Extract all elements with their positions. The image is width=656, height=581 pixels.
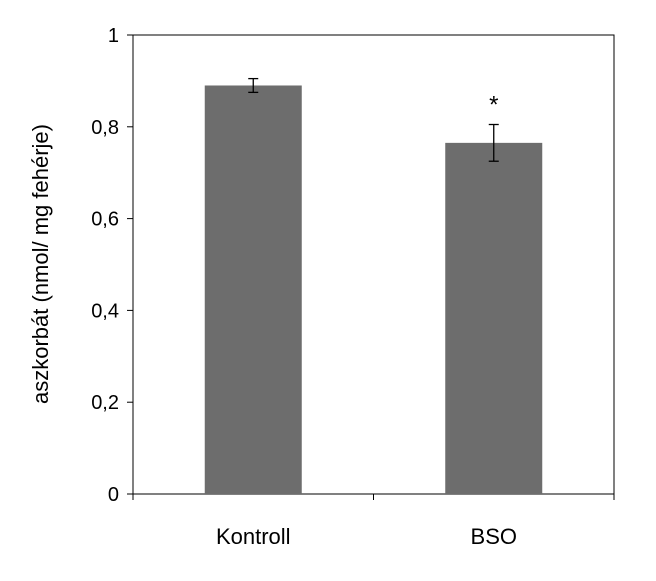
y-tick-label: 0,6 (91, 209, 119, 231)
y-tick-label: 0,8 (91, 117, 119, 139)
y-tick-label: 0,2 (91, 392, 119, 414)
y-tick-label: 1 (108, 25, 119, 47)
error-bar (248, 77, 259, 94)
y-axis-title: aszkorbát (nmol/ mg fehérje) (28, 124, 53, 404)
y-tick-label: 0 (108, 484, 119, 506)
bar-bso (445, 142, 543, 495)
x-tick-label: Kontroll (216, 524, 291, 549)
error-bar (488, 123, 499, 162)
significance-marker: * (489, 92, 498, 119)
bar-kontroll (204, 85, 302, 495)
y-tick-label: 0,4 (91, 300, 119, 322)
x-tick-label: BSO (471, 524, 517, 549)
